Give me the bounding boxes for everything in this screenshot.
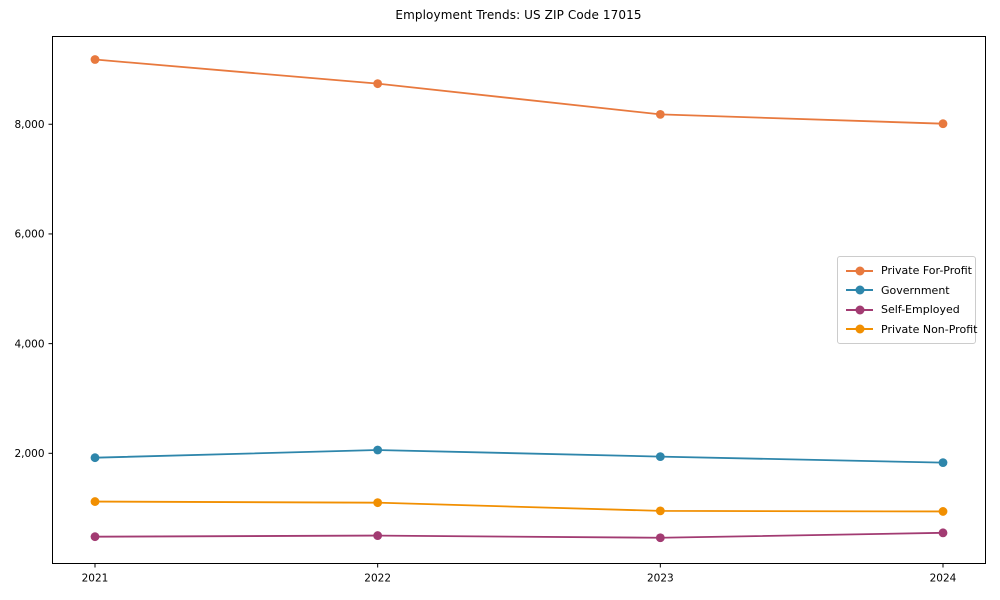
data-point-government [90, 453, 100, 463]
data-point-government [655, 452, 665, 462]
data-point-private-non-profit [373, 498, 383, 508]
data-point-private-non-profit [938, 507, 948, 516]
series-line-self-employed [94, 531, 944, 539]
series-line-private-non-profit [94, 500, 944, 513]
x-tick-label: 2023 [647, 573, 674, 585]
x-tick-label: 2021 [82, 573, 109, 585]
legend-label: Government [881, 283, 950, 297]
data-point-self-employed [373, 531, 383, 540]
y-tick-label: 2,000 [14, 448, 44, 460]
data-point-government [373, 445, 383, 455]
legend-marker-icon [846, 324, 873, 334]
legend-item: Government [846, 281, 967, 301]
data-point-self-employed [655, 533, 665, 543]
data-point-self-employed [90, 532, 100, 542]
data-point-private-for-profit [373, 79, 383, 89]
legend-label: Self-Employed [881, 303, 960, 317]
legend-item: Private For-Profit [846, 261, 972, 281]
x-tick-label: 2022 [364, 573, 391, 585]
x-tick-label: 2024 [930, 573, 957, 585]
data-point-private-for-profit [90, 55, 100, 64]
legend-marker-icon [846, 305, 873, 315]
legend-label: Private Non-Profit [881, 322, 978, 336]
data-point-government [938, 458, 948, 468]
legend: Private For-Profit Government Self-Emplo… [837, 256, 977, 344]
y-tick-label: 8,000 [14, 119, 44, 131]
series-line-private-for-profit [94, 58, 944, 125]
legend-item: Private Non-Profit [846, 320, 977, 340]
data-point-self-employed [938, 528, 948, 538]
data-point-private-for-profit [655, 109, 665, 119]
data-point-private-non-profit [655, 506, 665, 516]
legend-marker-icon [846, 266, 873, 276]
series-line-government [94, 449, 944, 464]
chart-title: Employment Trends: US ZIP Code 17015 [395, 8, 642, 22]
y-tick-label: 6,000 [14, 229, 44, 241]
legend-marker-icon [846, 285, 873, 295]
legend-label: Private For-Profit [881, 264, 972, 278]
data-point-private-for-profit [938, 119, 948, 129]
axes-spines [52, 36, 986, 564]
data-point-private-non-profit [90, 497, 100, 506]
y-tick-label: 4,000 [14, 338, 44, 350]
legend-item: Self-Employed [846, 300, 967, 320]
